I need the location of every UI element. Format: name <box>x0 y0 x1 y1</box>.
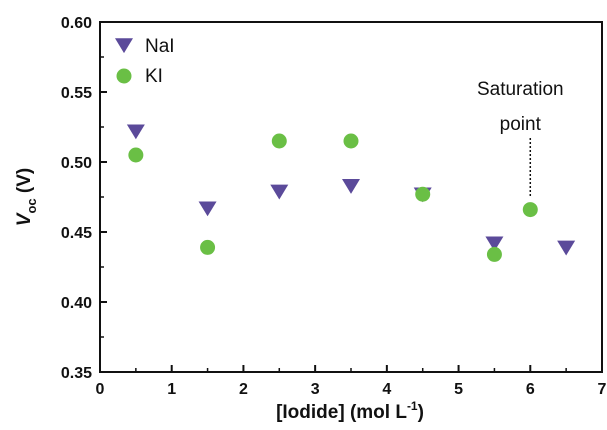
nai-point <box>198 201 217 217</box>
nai-point <box>557 240 576 256</box>
x-tick-label: 6 <box>526 381 535 398</box>
y-axis-title-main: V <box>14 212 35 226</box>
y-axis-title-sub: oc <box>24 198 39 213</box>
x-tick-label: 3 <box>311 381 320 398</box>
nai-point <box>342 179 360 194</box>
ki-point <box>128 147 144 163</box>
nai-point <box>270 184 289 200</box>
plot-frame <box>99 21 603 373</box>
x-axis-title-end: ) <box>418 402 424 423</box>
ki-point <box>343 133 359 149</box>
y-tick-label: 0.60 <box>61 15 92 32</box>
ki-point <box>522 202 538 218</box>
ki-point <box>486 246 502 262</box>
legend-nai-marker <box>115 38 133 54</box>
x-axis: 0 1 2 3 4 5 6 7 <box>96 365 607 398</box>
annotation-label-line1: Saturation <box>477 79 564 100</box>
x-tick-label: 0 <box>96 381 105 398</box>
x-axis-title: [Iodide] (mol L-1) <box>276 399 424 423</box>
y-axis-title-unit: (V) <box>14 168 35 199</box>
y-axis: 0.35 0.40 0.45 0.50 0.55 0.60 <box>61 15 107 382</box>
y-tick-label: 0.50 <box>61 155 92 172</box>
y-axis-title: Voc (V) <box>14 168 39 226</box>
x-tick-label: 5 <box>454 381 463 398</box>
legend-ki-label: KI <box>145 66 163 87</box>
y-tick-label: 0.45 <box>61 225 92 242</box>
x-axis-title-sup: -1 <box>407 399 418 413</box>
annotation-group: Saturation point <box>477 79 564 198</box>
y-tick-label: 0.55 <box>61 85 92 102</box>
x-tick-label: 2 <box>239 381 248 398</box>
ki-point <box>271 133 287 149</box>
ki-point <box>415 186 431 202</box>
legend-nai-label: NaI <box>145 36 175 57</box>
x-tick-label: 4 <box>382 381 391 398</box>
legend-ki-marker <box>116 68 132 84</box>
data-points <box>126 124 576 262</box>
x-axis-title-main: [Iodide] (mol L <box>276 402 407 423</box>
annotation-label-line2: point <box>500 114 542 135</box>
nai-point <box>485 236 504 252</box>
y-tick-label: 0.35 <box>61 365 92 382</box>
x-tick-label: 7 <box>598 381 607 398</box>
y-tick-label: 0.40 <box>61 295 92 312</box>
ki-point <box>200 239 216 255</box>
x-tick-label: 1 <box>167 381 176 398</box>
nai-point <box>126 124 145 140</box>
legend: NaI KI <box>115 36 175 87</box>
